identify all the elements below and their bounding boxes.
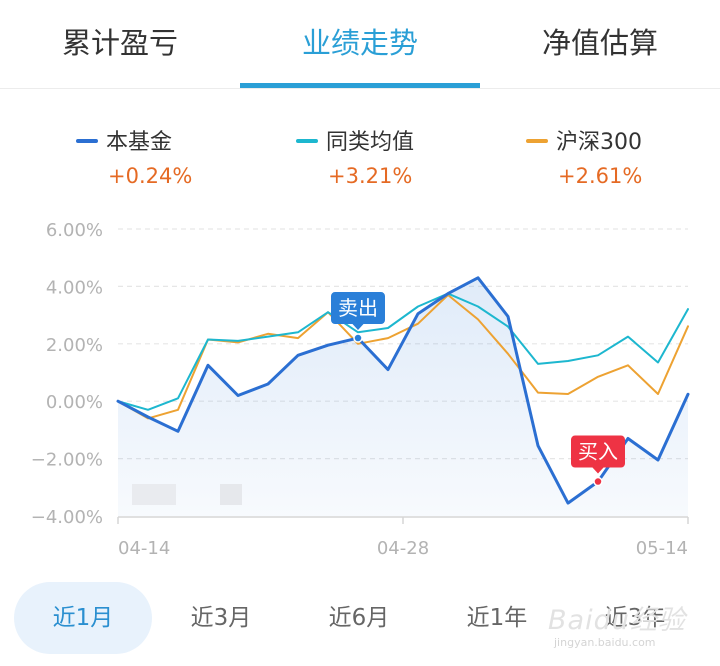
period-3-months[interactable]: 近3月 xyxy=(190,605,252,631)
legend-category-average-label: 同类均值 xyxy=(326,130,415,155)
buy-badge-label: 买入 xyxy=(578,440,618,464)
buy-badge-pointer xyxy=(592,467,604,474)
tab-cumulative-pnl[interactable]: 累计盈亏 xyxy=(61,26,178,60)
y-tick-label: 6.00% xyxy=(46,220,103,241)
period-1-year[interactable]: 近1年 xyxy=(466,605,528,631)
active-tab-indicator xyxy=(240,83,480,88)
legend-csi300-value: +2.61% xyxy=(558,164,643,188)
sell-badge xyxy=(331,292,385,325)
legend-csi300-label: 沪深300 xyxy=(556,130,642,155)
x-tick-label: 04-28 xyxy=(377,538,429,559)
legend-category-average-value: +3.21% xyxy=(328,164,413,188)
sell-badge-pointer xyxy=(352,323,364,331)
legend-category-average-swatch xyxy=(296,139,318,143)
legend-fund-value: +0.24% xyxy=(108,164,193,188)
category-average-line xyxy=(117,292,689,411)
x-tick-label: 04-14 xyxy=(118,538,170,559)
tab-performance-trend[interactable]: 业绩走势 xyxy=(301,26,418,60)
period-3-years[interactable]: 近3年 xyxy=(604,605,666,631)
obscured-block xyxy=(132,484,176,505)
buy-marker-dot xyxy=(593,476,603,487)
y-tick-label: −4.00% xyxy=(31,507,103,528)
watermark-sub-text: jingyan.baidu.com xyxy=(554,636,656,649)
period-1-month[interactable]: 近1月 xyxy=(14,582,152,654)
y-tick-label: 0.00% xyxy=(46,392,103,413)
watermark-main-text: Baidu经验 xyxy=(548,605,686,636)
tab-bar: 累计盈亏 业绩走势 净值估算 xyxy=(0,0,720,89)
y-tick-label: −2.00% xyxy=(31,450,103,471)
legend-fund-label: 本基金 xyxy=(106,130,173,155)
legend-csi300-swatch xyxy=(526,139,548,143)
fund-line xyxy=(116,276,690,505)
legend-fund-swatch xyxy=(76,139,98,143)
performance-chart: 6.00% 4.00% 2.00% 0.00% −2.00% −4.00% 04-14 04-… xyxy=(31,220,690,559)
y-tick-label: 4.00% xyxy=(46,277,103,298)
period-6-months[interactable]: 近6月 xyxy=(328,605,390,631)
sell-marker-dot xyxy=(353,333,363,343)
period-selector: 近1月 近3月 近6月 近1年 近3年 xyxy=(0,580,720,656)
obscured-block xyxy=(220,484,242,505)
x-tick-label: 05-14 xyxy=(636,538,688,559)
baidu-jingyan-watermark: Baidu经验 jingyan.baidu.com xyxy=(548,598,708,658)
fund-area-fill xyxy=(118,277,688,516)
sell-badge-label: 卖出 xyxy=(338,296,378,320)
y-tick-label: 2.00% xyxy=(46,335,103,356)
buy-badge xyxy=(571,435,625,468)
tab-nav-estimate[interactable]: 净值估算 xyxy=(541,26,658,60)
